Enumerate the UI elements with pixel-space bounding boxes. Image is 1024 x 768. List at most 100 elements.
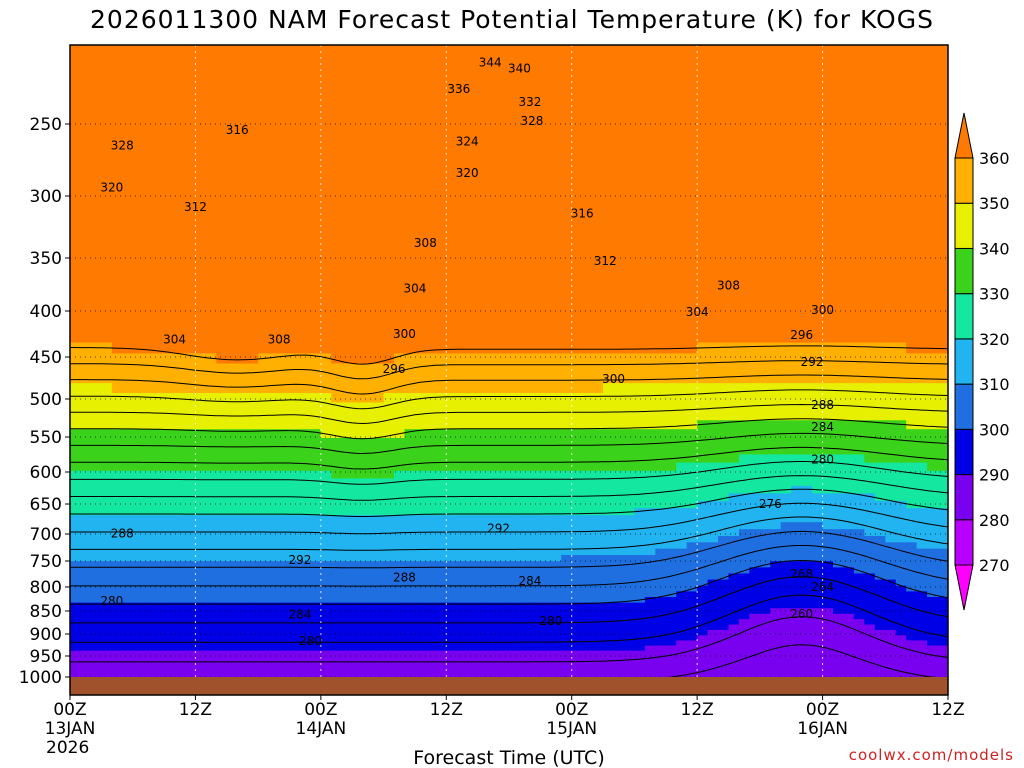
band-cell [331,231,343,247]
band-cell [279,186,291,204]
band-cell [352,446,364,455]
band-cell [331,660,343,667]
band-cell [414,353,426,365]
band-cell [655,508,667,516]
band-cell [90,591,102,598]
band-cell [613,624,625,631]
band-cell [425,522,437,530]
band-cell [373,655,385,662]
band-cell [341,624,353,631]
band-cell [362,515,374,523]
band-cell [216,383,228,394]
band-cell [676,462,688,472]
band-cell [644,331,656,344]
band-cell [414,285,426,299]
band-cell [550,363,562,374]
band-cell [394,186,406,204]
band-cell [299,363,312,374]
band-cell [529,573,541,581]
band-cell [801,548,813,556]
band-cell [268,153,280,171]
band-cell [205,393,217,404]
band-cell [331,45,343,65]
band-cell [780,493,792,502]
band-cell [247,331,259,344]
band-cell [279,446,291,455]
band-cell [132,470,144,479]
band-cell [111,153,123,171]
band-cell [153,670,165,677]
band-cell [195,665,207,672]
band-cell [226,446,238,455]
band-cell [362,585,374,592]
band-cell [143,331,155,344]
band-cell [226,202,238,218]
band-cell [216,613,228,620]
band-cell [373,438,385,447]
band-cell [247,585,259,592]
band-cell [676,420,688,430]
band-cell [404,613,416,620]
band-cell [80,260,92,274]
band-cell [780,613,792,620]
band-cell [467,529,479,537]
band-cell [571,613,583,620]
band-cell [237,602,249,609]
band-cell [132,272,144,286]
band-cell [446,655,458,662]
band-cell [686,246,698,262]
band-cell [634,579,646,587]
band-cell [623,670,636,677]
band-cell [467,186,479,204]
band-cell [331,665,343,672]
band-cell [80,567,92,575]
band-cell [205,383,217,394]
band-cell [592,231,604,247]
band-cell [205,231,217,247]
band-cell [289,573,301,581]
band-cell [655,613,667,620]
band-cell [362,548,374,556]
band-cell [352,186,364,204]
band-cell [226,629,238,636]
band-cell [801,320,813,333]
band-cell [268,136,280,154]
band-cell [362,485,374,494]
band-cell [655,411,667,421]
band-cell [373,640,385,647]
band-cell [414,446,426,455]
band-cell [665,100,677,120]
band-cell [498,573,510,581]
band-cell [446,202,458,218]
band-cell [801,246,813,262]
band-cell [582,670,594,677]
band-cell [780,153,792,171]
band-cell [467,342,479,354]
band-cell [90,462,102,472]
band-cell [122,136,134,154]
band-cell [529,493,541,502]
band-cell [540,591,552,598]
band-cell [320,670,332,677]
band-cell [80,170,92,188]
band-cell [101,640,113,647]
band-cell [435,363,447,374]
band-cell [164,567,176,575]
band-cell [488,508,500,516]
band-cell [728,624,740,631]
band-cell [498,363,510,374]
band-cell [153,186,165,204]
band-cell [634,665,646,672]
band-cell [467,608,479,615]
band-cell [561,508,573,516]
band-cell [519,629,531,636]
band-cell [383,573,395,581]
band-cell [477,554,489,562]
band-cell [509,529,521,537]
band-cell [801,561,813,568]
band-cell [707,297,719,311]
band-cell [101,136,113,154]
band-cell [676,613,688,620]
band-cell [498,462,510,472]
band-cell [174,310,186,322]
